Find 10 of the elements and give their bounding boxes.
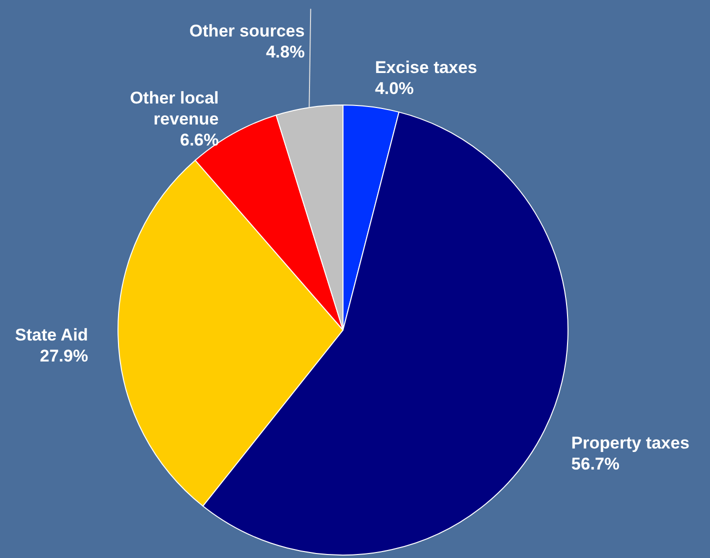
slice-label: Property taxes — [571, 434, 690, 453]
data-label: 27.9% — [40, 346, 88, 366]
data-label: 56.7% — [571, 454, 620, 474]
data-label: 4.0% — [374, 79, 414, 98]
slice-label: Excise taxes — [374, 58, 478, 78]
data-label: 4.8% — [266, 42, 305, 62]
slice-label: State Aid — [15, 326, 88, 345]
data-label: 6.6% — [180, 130, 219, 150]
slice-label: Other local revenue — [130, 88, 219, 128]
slice-label: Other sources — [189, 21, 305, 40]
